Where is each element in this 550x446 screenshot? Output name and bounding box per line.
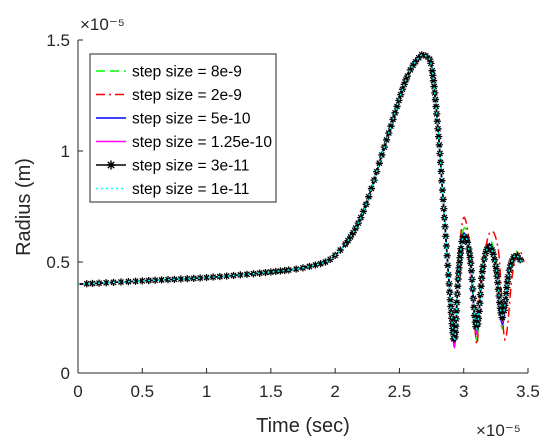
y-tick-label: 0 [61,364,70,383]
series-layer [77,51,525,349]
x-axis-exponent: ×10⁻⁵ [476,421,521,440]
x-tick-label: 3.5 [516,382,540,401]
legend-items: step size = 8e-9 step size = 2e-9 step siz… [96,64,272,198]
ticks-layer: 0 0.5 1 1.5 2 2.5 3 3.5 0 0.5 1 1.5 [46,31,539,401]
x-tick-label: 1 [202,382,211,401]
legend-item-4: step size = 1.25e-10 [96,134,272,151]
legend: step size = 8e-9 step size = 2e-9 step siz… [89,53,277,203]
axes-layer [77,40,528,374]
legend-label: step size = 8e-9 [132,64,242,81]
legend-label: step size = 1.25e-10 [132,134,272,151]
legend-item-3: step size = 5e-10 [96,111,251,128]
legend-item-1: step size = 8e-9 [96,64,242,81]
x-tick-label: 2.5 [388,382,412,401]
legend-label: step size = 5e-10 [132,111,251,128]
y-axis-exponent: ×10⁻⁵ [80,15,125,34]
legend-box [89,53,277,203]
x-tick-label: 2 [330,382,339,401]
y-tick-label: 1 [61,142,70,161]
y-tick-label: 1.5 [46,31,70,50]
series-line-6 [77,53,523,343]
legend-marker [106,160,116,170]
y-tick-label: 0.5 [46,253,70,272]
series-6 [77,53,523,343]
legend-item-5: step size = 3e-11 [96,158,249,175]
x-tick-label: 1.5 [259,382,283,401]
x-tick-label: 3 [459,382,468,401]
x-tick-label: 0.5 [130,382,154,401]
legend-label: step size = 1e-11 [132,181,249,198]
x-tick-label: 0 [73,382,82,401]
legend-label: step size = 3e-11 [132,158,249,175]
legend-item-2: step size = 2e-9 [96,87,242,104]
y-axis-label: Radius (m) [13,158,35,256]
legend-item-6: step size = 1e-11 [96,181,249,198]
x-axis-label: Time (sec) [256,415,350,437]
legend-label: step size = 2e-9 [132,87,242,104]
